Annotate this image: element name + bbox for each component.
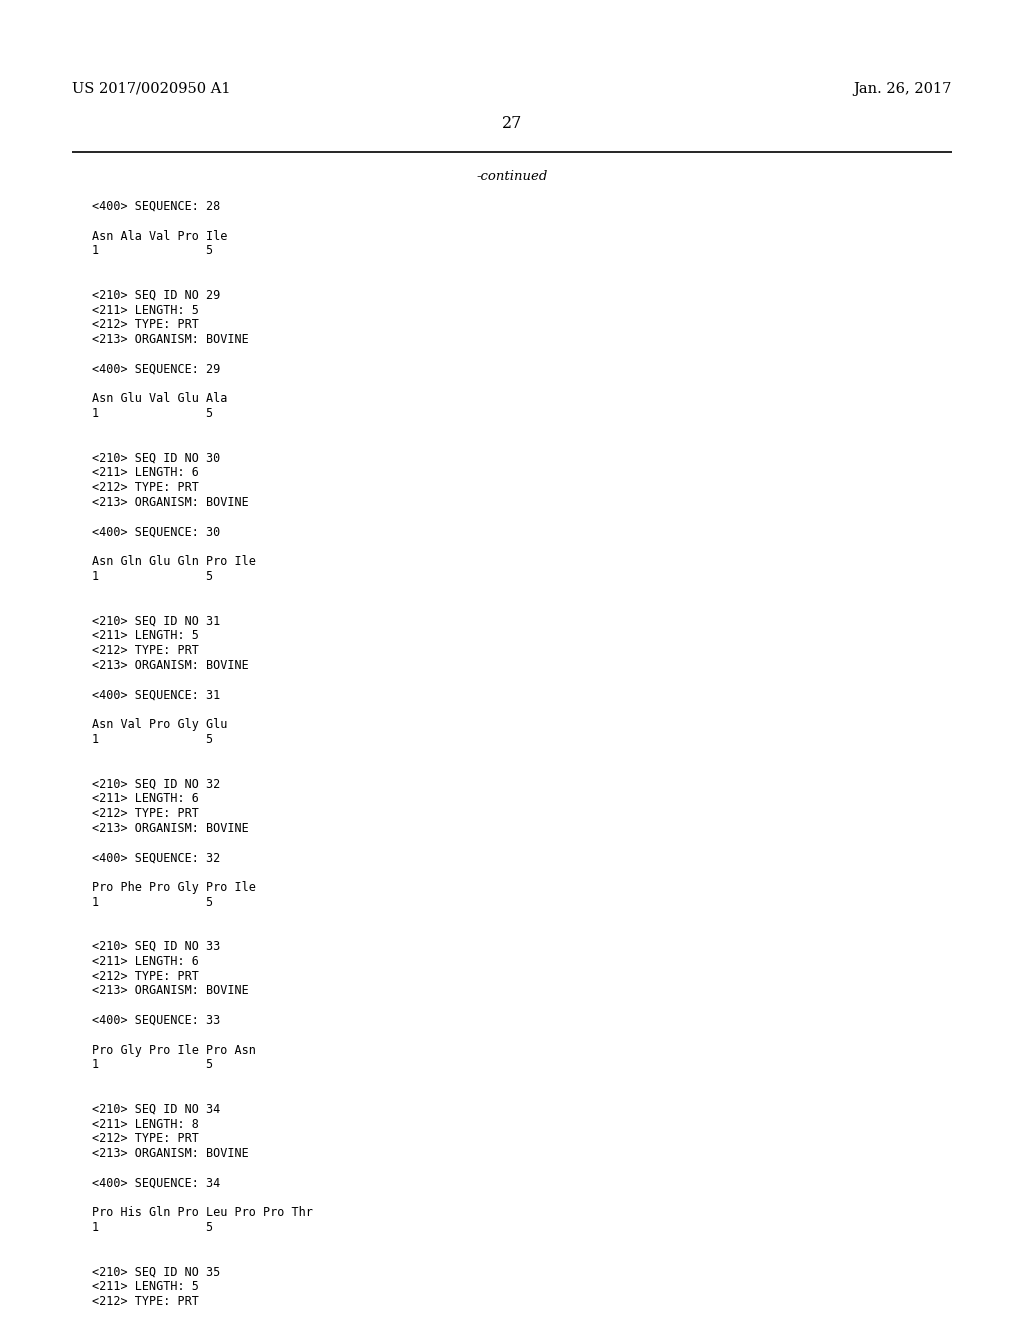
Text: <400> SEQUENCE: 34: <400> SEQUENCE: 34 [92, 1177, 220, 1189]
Text: <400> SEQUENCE: 29: <400> SEQUENCE: 29 [92, 363, 220, 376]
Text: <213> ORGANISM: BOVINE: <213> ORGANISM: BOVINE [92, 821, 249, 834]
Text: <212> TYPE: PRT: <212> TYPE: PRT [92, 482, 199, 494]
Text: 1               5: 1 5 [92, 733, 213, 746]
Text: <213> ORGANISM: BOVINE: <213> ORGANISM: BOVINE [92, 659, 249, 672]
Text: <213> ORGANISM: BOVINE: <213> ORGANISM: BOVINE [92, 1147, 249, 1160]
Text: <213> ORGANISM: BOVINE: <213> ORGANISM: BOVINE [92, 333, 249, 346]
Text: Asn Glu Val Glu Ala: Asn Glu Val Glu Ala [92, 392, 227, 405]
Text: <210> SEQ ID NO 30: <210> SEQ ID NO 30 [92, 451, 220, 465]
Text: <400> SEQUENCE: 33: <400> SEQUENCE: 33 [92, 1014, 220, 1027]
Text: <211> LENGTH: 6: <211> LENGTH: 6 [92, 466, 199, 479]
Text: <210> SEQ ID NO 32: <210> SEQ ID NO 32 [92, 777, 220, 791]
Text: 1               5: 1 5 [92, 570, 213, 583]
Text: Jan. 26, 2017: Jan. 26, 2017 [854, 82, 952, 96]
Text: <210> SEQ ID NO 35: <210> SEQ ID NO 35 [92, 1266, 220, 1279]
Text: 1               5: 1 5 [92, 1221, 213, 1234]
Text: 1               5: 1 5 [92, 895, 213, 908]
Text: <400> SEQUENCE: 28: <400> SEQUENCE: 28 [92, 201, 220, 213]
Text: <400> SEQUENCE: 32: <400> SEQUENCE: 32 [92, 851, 220, 865]
Text: 1               5: 1 5 [92, 1059, 213, 1072]
Text: 1               5: 1 5 [92, 407, 213, 420]
Text: <213> ORGANISM: BOVINE: <213> ORGANISM: BOVINE [92, 496, 249, 510]
Text: <212> TYPE: PRT: <212> TYPE: PRT [92, 318, 199, 331]
Text: Asn Val Pro Gly Glu: Asn Val Pro Gly Glu [92, 718, 227, 731]
Text: <211> LENGTH: 5: <211> LENGTH: 5 [92, 630, 199, 643]
Text: Asn Gln Glu Gln Pro Ile: Asn Gln Glu Gln Pro Ile [92, 556, 256, 568]
Text: Asn Ala Val Pro Ile: Asn Ala Val Pro Ile [92, 230, 227, 243]
Text: <211> LENGTH: 8: <211> LENGTH: 8 [92, 1118, 199, 1131]
Text: <212> TYPE: PRT: <212> TYPE: PRT [92, 1133, 199, 1146]
Text: <212> TYPE: PRT: <212> TYPE: PRT [92, 970, 199, 982]
Text: -continued: -continued [476, 170, 548, 183]
Text: <400> SEQUENCE: 30: <400> SEQUENCE: 30 [92, 525, 220, 539]
Text: <212> TYPE: PRT: <212> TYPE: PRT [92, 807, 199, 820]
Text: <210> SEQ ID NO 29: <210> SEQ ID NO 29 [92, 289, 220, 302]
Text: US 2017/0020950 A1: US 2017/0020950 A1 [72, 82, 230, 96]
Text: Pro Gly Pro Ile Pro Asn: Pro Gly Pro Ile Pro Asn [92, 1044, 256, 1056]
Text: <211> LENGTH: 6: <211> LENGTH: 6 [92, 792, 199, 805]
Text: 1               5: 1 5 [92, 244, 213, 257]
Text: <212> TYPE: PRT: <212> TYPE: PRT [92, 1295, 199, 1308]
Text: <210> SEQ ID NO 31: <210> SEQ ID NO 31 [92, 614, 220, 627]
Text: Pro Phe Pro Gly Pro Ile: Pro Phe Pro Gly Pro Ile [92, 880, 256, 894]
Text: 27: 27 [502, 115, 522, 132]
Text: Pro His Gln Pro Leu Pro Pro Thr: Pro His Gln Pro Leu Pro Pro Thr [92, 1206, 313, 1220]
Text: <210> SEQ ID NO 33: <210> SEQ ID NO 33 [92, 940, 220, 953]
Text: <212> TYPE: PRT: <212> TYPE: PRT [92, 644, 199, 657]
Text: <400> SEQUENCE: 31: <400> SEQUENCE: 31 [92, 689, 220, 701]
Text: <210> SEQ ID NO 34: <210> SEQ ID NO 34 [92, 1102, 220, 1115]
Text: <211> LENGTH: 5: <211> LENGTH: 5 [92, 1280, 199, 1294]
Text: <213> ORGANISM: BOVINE: <213> ORGANISM: BOVINE [92, 985, 249, 998]
Text: <211> LENGTH: 6: <211> LENGTH: 6 [92, 954, 199, 968]
Text: <211> LENGTH: 5: <211> LENGTH: 5 [92, 304, 199, 317]
